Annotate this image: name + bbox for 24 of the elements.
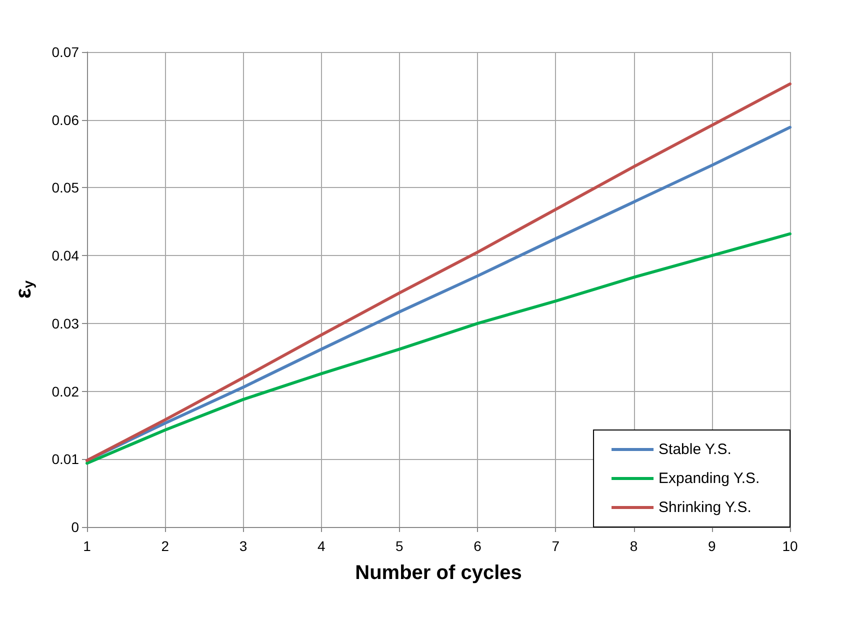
x-tick-label: 1 xyxy=(83,538,92,554)
x-tick-label: 10 xyxy=(782,538,798,554)
legend-label: Expanding Y.S. xyxy=(658,470,760,487)
x-axis-title: Number of cycles xyxy=(355,562,522,584)
x-tick-label: 5 xyxy=(396,538,404,554)
x-tick-label: 3 xyxy=(239,538,248,554)
x-tick-label: 7 xyxy=(552,538,560,554)
y-tick-label: 0.02 xyxy=(52,383,80,400)
y-tick-label: 0.05 xyxy=(52,180,80,196)
y-tick-label: 0.06 xyxy=(52,112,80,128)
x-tick-label: 2 xyxy=(161,538,170,554)
x-tick-label: 6 xyxy=(474,538,482,554)
y-tick-label: 0.03 xyxy=(52,315,80,332)
y-axis-title: εy xyxy=(10,280,36,299)
x-tick-label: 9 xyxy=(708,538,716,554)
y-tick-label: 0.01 xyxy=(52,451,80,468)
legend-label: Stable Y.S. xyxy=(658,441,732,458)
x-tick-label: 8 xyxy=(630,538,638,554)
y-tick-label: 0.07 xyxy=(52,44,80,60)
y-tick-label: 0.04 xyxy=(52,248,80,264)
y-tick-label: 0 xyxy=(71,519,80,535)
legend-label: Shrinking Y.S. xyxy=(658,499,752,516)
x-tick-label: 4 xyxy=(317,538,326,554)
line-series xyxy=(86,232,792,465)
